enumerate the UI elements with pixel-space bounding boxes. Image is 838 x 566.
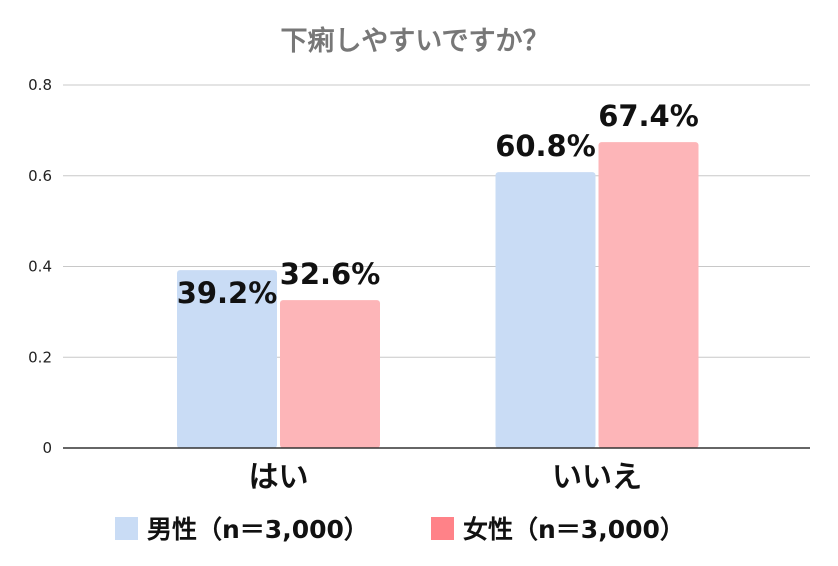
bar-female-1 [598, 142, 699, 449]
legend-swatch-male [115, 517, 138, 540]
data-label: 39.2% [177, 276, 278, 310]
y-tick-label: 0.6 [28, 167, 52, 185]
data-label: 67.4% [598, 99, 699, 133]
y-axis-ticks: 0 0.2 0.4 0.6 0.8 [28, 76, 52, 457]
y-tick-label: 0.8 [28, 76, 52, 94]
y-tick-label: 0 [42, 439, 52, 457]
legend-label-female: 女性（n＝3,000） [463, 515, 685, 544]
legend-label-male: 男性（n＝3,000） [147, 515, 369, 544]
bar-female-0 [280, 300, 380, 448]
bars [177, 142, 699, 449]
bar-male-0 [177, 270, 277, 448]
data-labels: 39.2%32.6% 60.8%67.4% [177, 99, 699, 310]
legend-swatch-female [431, 517, 454, 540]
data-label: 60.8% [495, 129, 596, 163]
x-category-label: いいえ [552, 460, 642, 495]
bar-male-1 [495, 172, 596, 448]
chart-title: 下痢しやすいですか？ [281, 25, 550, 57]
y-tick-label: 0.2 [28, 348, 52, 366]
x-category-label: はい [249, 460, 309, 495]
y-tick-label: 0.4 [28, 258, 52, 276]
x-axis-categories: はい いいえ [249, 460, 643, 495]
data-label: 32.6% [280, 257, 381, 291]
legend: 男性（n＝3,000） 女性（n＝3,000） [115, 515, 685, 544]
